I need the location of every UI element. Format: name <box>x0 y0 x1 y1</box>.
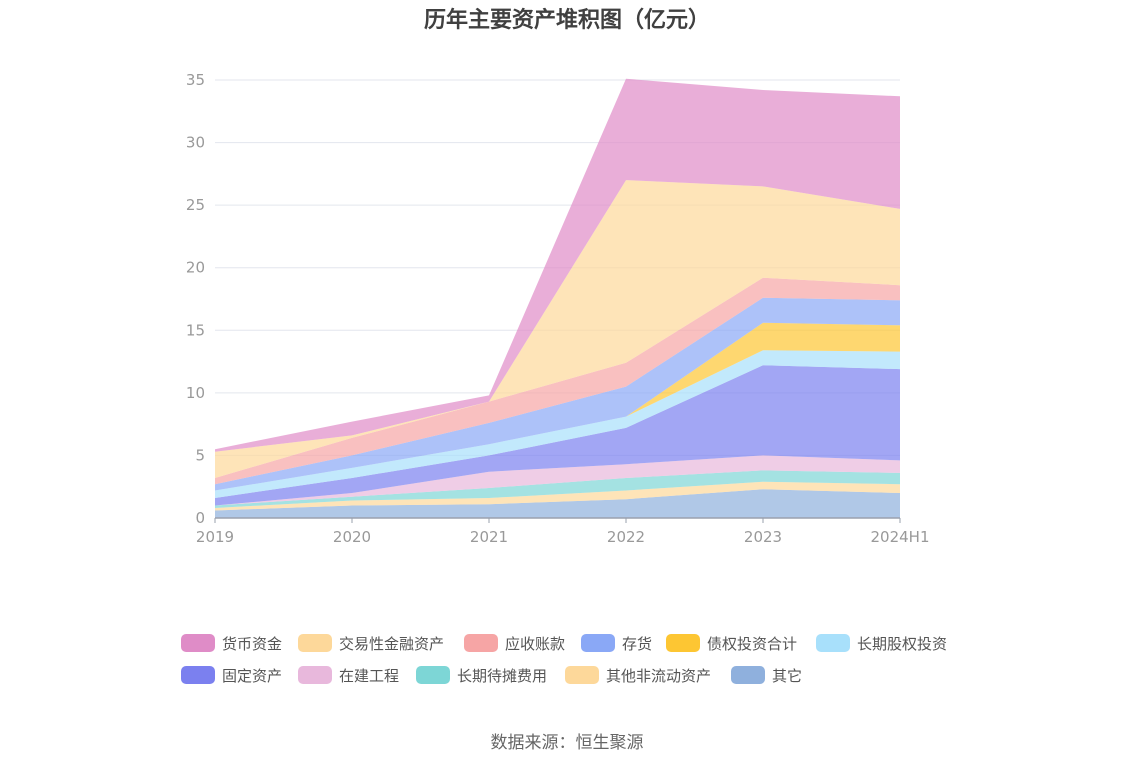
area-series-6 <box>215 322 900 491</box>
legend-label-0: 货币资金 <box>222 635 282 653</box>
legend-label-8: 长期待摊费用 <box>457 667 547 685</box>
area-series-0 <box>215 489 900 518</box>
y-tick-label-25: 25 <box>186 196 205 214</box>
legend-swatch-4 <box>666 634 700 652</box>
legend-item-8[interactable]: 长期待摊费用 <box>416 666 547 685</box>
legend-swatch-9 <box>565 666 599 684</box>
area-series-10 <box>215 78 900 452</box>
legend-item-9[interactable]: 其他非流动资产 <box>565 666 711 685</box>
legend-swatch-3 <box>581 634 615 652</box>
x-tick-label-2: 2021 <box>470 528 508 546</box>
legend-item-7[interactable]: 在建工程 <box>298 666 399 685</box>
x-tick-label-0: 2019 <box>196 528 234 546</box>
y-tick-label-35: 35 <box>186 71 205 89</box>
area-series-3 <box>215 455 900 506</box>
x-tick-label-5: 2024H1 <box>871 528 930 546</box>
source-note: 数据来源：恒生聚源 <box>490 733 644 753</box>
area-layer <box>215 78 900 518</box>
y-tick-label-5: 5 <box>195 446 205 464</box>
legend-label-2: 应收账款 <box>505 635 565 653</box>
legend-item-6[interactable]: 固定资产 <box>181 666 282 685</box>
legend-item-0[interactable]: 货币资金 <box>181 634 282 653</box>
legend-item-1[interactable]: 交易性金融资产 <box>298 634 444 653</box>
legend-item-3[interactable]: 存货 <box>581 634 652 653</box>
legend-swatch-5 <box>816 634 850 652</box>
area-series-7 <box>215 297 900 491</box>
legend-item-4[interactable]: 债权投资合计 <box>666 634 797 653</box>
legend-label-10: 其它 <box>772 667 802 685</box>
legend-swatch-1 <box>298 634 332 652</box>
legend-swatch-8 <box>416 666 450 684</box>
chart-title: 历年主要资产堆积图（亿元） <box>423 8 710 33</box>
y-tick-label-20: 20 <box>186 259 205 277</box>
legend-label-5: 长期股权投资 <box>857 635 947 653</box>
legend-swatch-10 <box>731 666 765 684</box>
legend-label-1: 交易性金融资产 <box>339 635 444 653</box>
area-series-4 <box>215 365 900 506</box>
x-tick-label-3: 2022 <box>607 528 645 546</box>
y-tick-label-0: 0 <box>195 509 205 527</box>
legend-swatch-6 <box>181 666 215 684</box>
area-series-9 <box>215 180 900 478</box>
legend-item-10[interactable]: 其它 <box>731 666 802 685</box>
legend-swatch-2 <box>464 634 498 652</box>
area-series-8 <box>215 277 900 485</box>
legend-label-4: 债权投资合计 <box>707 635 797 653</box>
area-series-2 <box>215 470 900 508</box>
y-tick-label-30: 30 <box>186 134 205 152</box>
legend-swatch-0 <box>181 634 215 652</box>
area-series-5 <box>215 350 900 498</box>
x-tick-label-4: 2023 <box>744 528 782 546</box>
legend-label-9: 其他非流动资产 <box>606 667 711 685</box>
legend-item-2[interactable]: 应收账款 <box>464 634 565 653</box>
legend-item-5[interactable]: 长期股权投资 <box>816 634 947 653</box>
legend-label-6: 固定资产 <box>222 667 282 685</box>
legend-label-3: 存货 <box>622 635 652 653</box>
x-tick-label-1: 2020 <box>333 528 371 546</box>
y-tick-label-15: 15 <box>186 321 205 339</box>
axis-layer: 0 5 10 15 20 25 30 35 2019 2020 2021 2022 2023 2024H1 <box>186 71 930 546</box>
area-series-1 <box>215 481 900 511</box>
y-tick-label-10: 10 <box>186 384 205 402</box>
legend-label-7: 在建工程 <box>339 667 399 685</box>
legend-swatch-7 <box>298 666 332 684</box>
